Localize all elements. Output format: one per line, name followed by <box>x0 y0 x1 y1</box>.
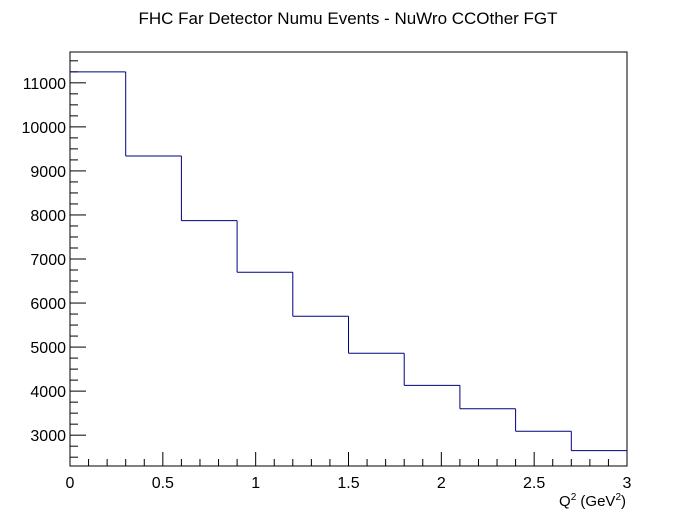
plot-frame <box>69 51 628 467</box>
x-tick-label: 0.5 <box>152 475 174 492</box>
x-tick-label: 3 <box>623 475 632 492</box>
y-axis-ticks: 3000 4000 5000 6000 7000 8000 9000 10000 11000 <box>22 76 86 445</box>
x-label-sup2: 2 <box>615 492 621 503</box>
x-tick-label: 2 <box>437 475 446 492</box>
x-tick-label: 1.5 <box>337 475 359 492</box>
y-minor-ticks <box>70 60 78 458</box>
y-tick-label: 9000 <box>30 164 66 181</box>
x-tick-label: 2.5 <box>523 475 545 492</box>
x-label-mid: (GeV <box>576 493 615 510</box>
histogram-bins <box>70 71 627 452</box>
x-tick-label: 0 <box>66 475 75 492</box>
x-axis-ticks: 0 0.5 1 1.5 2 2.5 3 <box>66 452 632 492</box>
x-tick-label: 1 <box>251 475 260 492</box>
y-tick-label: 6000 <box>30 296 66 313</box>
chart-title: FHC Far Detector Numu Events - NuWro CCO… <box>138 9 557 28</box>
y-tick-label: 10000 <box>22 120 67 137</box>
y-tick-label: 7000 <box>30 252 66 269</box>
y-tick-label: 5000 <box>30 340 66 357</box>
y-tick-label: 8000 <box>30 208 66 225</box>
x-label-end: ) <box>621 493 626 510</box>
x-axis-label: Q2 (GeV2) <box>559 492 626 510</box>
x-label-sup1: 2 <box>571 492 577 503</box>
y-tick-label: 4000 <box>30 384 66 401</box>
x-label-q: Q <box>559 493 571 510</box>
x-minor-ticks <box>88 459 609 466</box>
y-tick-label: 11000 <box>23 76 66 93</box>
y-tick-label: 3000 <box>30 428 66 445</box>
